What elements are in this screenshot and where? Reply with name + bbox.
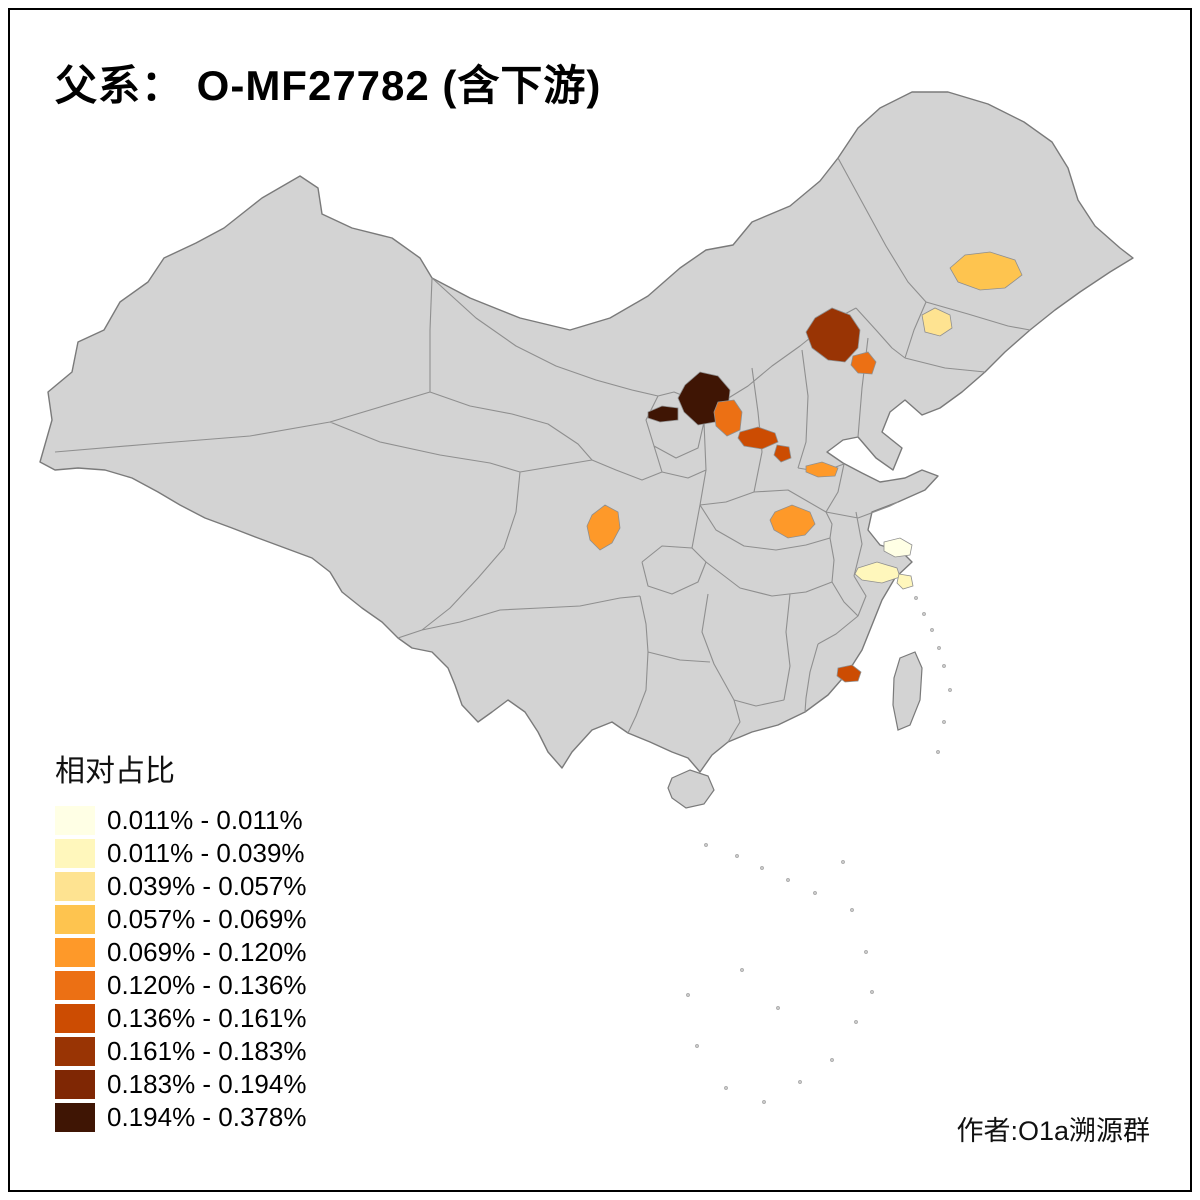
legend-label: 0.011% - 0.039% (107, 838, 305, 868)
taiwan-island-shape (892, 651, 923, 731)
small-islands (686, 596, 952, 1104)
page-title: 父系： O-MF27782 (含下游) (55, 62, 602, 109)
legend-title: 相对占比 (55, 755, 175, 788)
hainan-island-shape (667, 769, 715, 809)
legend-label: 0.120% - 0.136% (107, 970, 307, 1000)
legend-label: 0.011% - 0.011% (107, 805, 303, 835)
legend-item: 0.069% - 0.120% (55, 936, 306, 969)
legend-label: 0.136% - 0.161% (107, 1003, 307, 1033)
legend-label: 0.069% - 0.120% (107, 937, 307, 967)
map-highlight-7 (737, 426, 779, 450)
legend-swatch (55, 1070, 95, 1099)
legend-item: 0.011% - 0.039% (55, 837, 306, 870)
map-highlight-14 (896, 573, 914, 590)
legend-swatch (55, 1004, 95, 1033)
china-mainland-shape (39, 91, 1134, 773)
legend-item: 0.161% - 0.183% (55, 1035, 306, 1068)
map-highlight-9 (805, 461, 839, 478)
legend-swatch (55, 839, 95, 868)
legend-swatch (55, 1037, 95, 1066)
legend-swatch (55, 872, 95, 901)
map-highlight-12 (883, 537, 913, 558)
map-highlight-3 (805, 307, 861, 363)
legend-label: 0.183% - 0.194% (107, 1069, 307, 1099)
legend-item: 0.057% - 0.069% (55, 903, 306, 936)
legend-label: 0.194% - 0.378% (107, 1102, 307, 1132)
province-borders (54, 157, 1031, 743)
legend-swatch (55, 938, 95, 967)
legend-swatch (55, 971, 95, 1000)
legend-item: 0.039% - 0.057% (55, 870, 306, 903)
legend-swatch (55, 806, 95, 835)
map-highlight-13 (854, 561, 901, 584)
map-highlight-11 (586, 504, 621, 551)
map-highlight-2 (921, 307, 953, 337)
map-highlight-6 (713, 399, 743, 437)
legend-label: 0.057% - 0.069% (107, 904, 307, 934)
legend-item: 0.120% - 0.136% (55, 969, 306, 1002)
legend-item: 0.194% - 0.378% (55, 1101, 306, 1134)
legend-item: 0.136% - 0.161% (55, 1002, 306, 1035)
legend-item: 0.183% - 0.194% (55, 1068, 306, 1101)
legend-item: 0.011% - 0.011% (55, 804, 306, 837)
legend: 相对占比 0.011% - 0.011% 0.011% - 0.039% 0.0… (55, 746, 306, 1134)
legend-label: 0.039% - 0.057% (107, 871, 307, 901)
map-highlight-1 (949, 251, 1023, 291)
legend-swatch (55, 905, 95, 934)
map-highlight-10 (769, 504, 816, 539)
legend-swatch (55, 1103, 95, 1132)
legend-label: 0.161% - 0.183% (107, 1036, 307, 1066)
attribution-text: 作者:O1a溯源群 (956, 1116, 1150, 1146)
map-highlight-15 (836, 664, 862, 683)
map-highlight-8 (773, 444, 792, 463)
map-highlight-4 (850, 351, 877, 375)
